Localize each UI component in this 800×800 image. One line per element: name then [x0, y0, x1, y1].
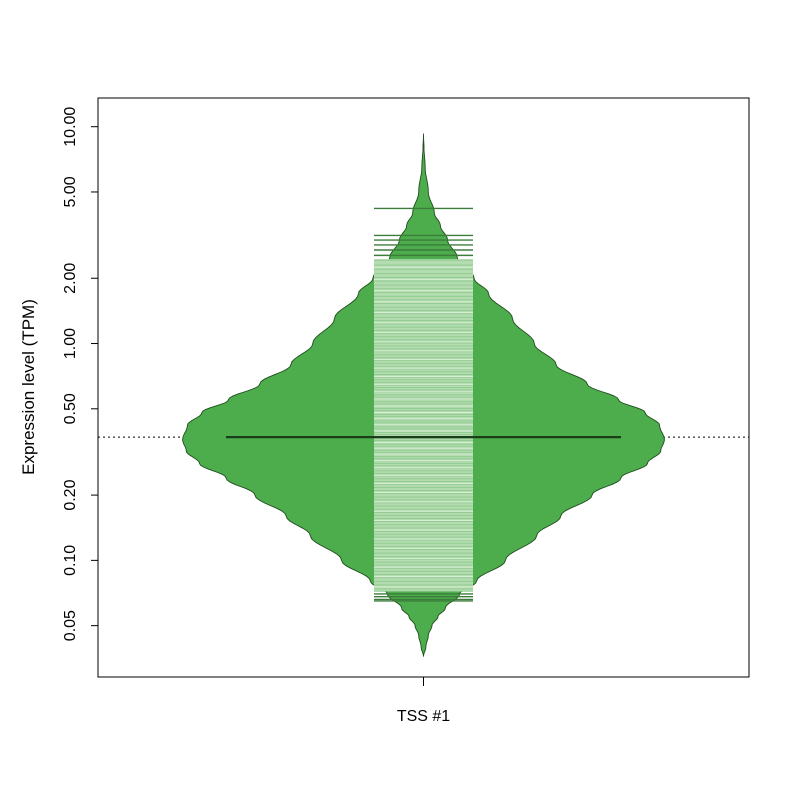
- y-axis-title: Expression level (TPM): [19, 299, 38, 475]
- x-axis: TSS #1: [397, 677, 450, 725]
- y-tick-label: 0.05: [62, 610, 79, 641]
- y-tick-label: 0.50: [62, 393, 79, 424]
- y-axis: 0.05 0.10 0.20 0.50 1.00 2.00 5.00 10.00: [62, 107, 99, 641]
- y-tick-label: 0.10: [62, 545, 79, 576]
- x-category-label: TSS #1: [397, 708, 450, 725]
- y-tick-label: 1.00: [62, 328, 79, 359]
- beans-layer: [98, 133, 749, 657]
- y-tick-label: 10.00: [62, 107, 79, 147]
- y-tick-label: 5.00: [62, 176, 79, 207]
- y-tick-label: 0.20: [62, 479, 79, 510]
- y-tick-label: 2.00: [62, 263, 79, 294]
